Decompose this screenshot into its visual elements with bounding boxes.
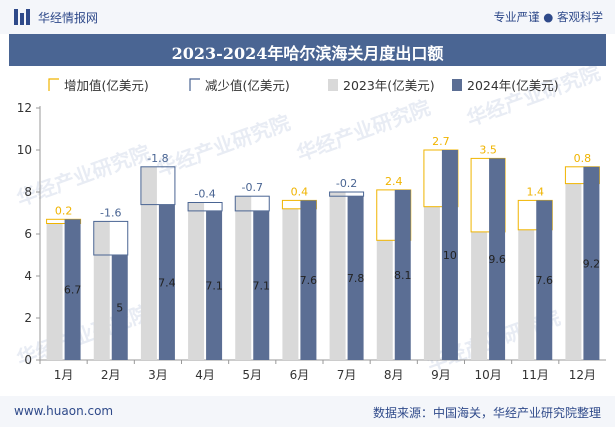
bar-value-label: 7.6 [300,274,318,287]
change-label: 2.4 [385,175,403,188]
decrease-bracket [93,220,129,256]
x-tick-label: 1月 [54,368,74,382]
bar-value-label: 9.6 [488,253,506,266]
bar-2023 [140,166,157,360]
bar-2024 [300,200,317,360]
y-tick-label: 4 [24,269,32,283]
legend-swatch [48,78,59,91]
bar-2024 [347,196,364,360]
bar-2024 [253,210,270,360]
bar-value-label: 5 [116,302,123,315]
watermark-text: 华经产业研究院 [294,95,434,165]
bar-2024 [583,166,600,360]
chart: 华经产业研究院华经产业研究院华经产业研究院华经产业研究院华经产业研究院华经产业研… [14,66,606,382]
bar-2024 [489,158,506,360]
legend-swatch [189,78,200,91]
x-tick-label: 7月 [337,368,357,382]
bar-2023 [329,192,346,360]
bar-2023 [188,202,205,360]
change-label: 2.7 [432,135,450,148]
footer: www.huaon.com 数据来源：中国海关，华经产业研究院整理 [0,396,615,427]
change-label: -0.7 [242,181,263,194]
legend-label: 减少值(亿美元) [205,78,290,93]
data-labels: 6.7 0.2 5 -1.6 7.4 -1.8 7.1 -0.4 7.1 -0.7 7.6 0.4 7.… [55,135,600,315]
x-tick-label: 9月 [431,368,451,382]
bar-value-label: 8.1 [394,269,412,282]
title-bar: 2023-2024年哈尔滨海关月度出口额 [9,34,606,66]
change-label: -0.4 [194,188,215,201]
y-tick-label: 0 [24,353,32,367]
decrease-bracket [187,202,223,212]
bar-2024 [536,200,553,360]
axes: 0 2 4 6 8 10 12 1月 2月 3月 4月 5月 6月 7月 8月 9月 10月 11月 12月 [17,101,606,382]
bar-2023 [93,221,110,360]
website-url[interactable]: www.huaon.com [14,404,114,418]
y-tick-label: 6 [24,227,32,241]
bar-2023 [423,206,440,360]
legend-label: 2024年(亿美元) [467,78,559,93]
bar-2023 [471,231,488,360]
change-label: 0.2 [55,204,73,217]
x-tick-label: 10月 [474,368,501,382]
brand-name: 华经情报网 [38,11,99,25]
bar-2023 [46,223,63,360]
bar-2023 [518,229,535,360]
bar-value-label: 7.1 [205,279,223,292]
watermark-text: 华经产业研究院 [14,140,154,210]
bar-2024 [441,150,458,360]
bar-value-label: 7.1 [253,279,271,292]
y-tick-label: 8 [24,185,32,199]
x-tick-label: 12月 [569,368,596,382]
decrease-bracket [140,166,176,206]
legend-label: 2023年(亿美元) [343,78,435,93]
chart-title: 2023-2024年哈尔滨海关月度出口额 [171,44,444,63]
bar-2023 [565,183,582,360]
bar-value-label: 7.4 [158,276,176,289]
bar-2023 [235,196,252,360]
bar-2024 [394,189,411,360]
x-tick-label: 8月 [384,368,404,382]
change-label: 0.8 [574,152,592,165]
legend: 增加值(亿美元) 减少值(亿美元) 2023年(亿美元) 2024年(亿美元) [48,78,559,93]
legend-label: 增加值(亿美元) [64,78,149,93]
legend-swatch [328,79,338,91]
change-label: 1.4 [527,185,545,198]
y-tick-label: 2 [24,311,32,325]
data-source: 数据来源：中国海关，华经产业研究院整理 [372,406,601,420]
change-label: -1.8 [147,152,168,165]
bar-value-label: 7.6 [536,274,554,287]
tagline: 专业严谨 ● 客观科学 [493,10,603,24]
x-tick-label: 2月 [101,368,121,382]
logo-icon [14,9,30,25]
x-tick-label: 4月 [195,368,215,382]
change-label: -1.6 [100,206,121,219]
x-tick-label: 6月 [290,368,310,382]
watermark-text: 华经产业研究院 [464,66,604,131]
y-tick-label: 10 [17,143,32,157]
x-tick-label: 5月 [242,368,262,382]
bar-2024 [64,219,81,360]
x-tick-label: 11月 [522,368,549,382]
bar-2023 [282,208,299,360]
legend-swatch [452,79,462,91]
change-label: -0.2 [336,177,357,190]
bar-value-label: 9.2 [583,257,601,270]
bar-2024 [158,204,175,360]
bar-2023 [376,240,393,360]
bar-2024 [206,210,223,360]
y-tick-label: 12 [17,101,32,115]
bars [46,149,600,360]
change-label: 0.4 [291,185,309,198]
decrease-bracket [329,191,365,197]
bar-2024 [111,255,128,360]
x-tick-label: 3月 [148,368,168,382]
bar-value-label: 10 [443,249,457,262]
bar-value-label: 7.8 [347,272,365,285]
decrease-bracket [234,195,270,212]
change-label: 3.5 [479,143,497,156]
bar-value-label: 6.7 [64,284,82,297]
top-bar: 华经情报网 专业严谨 ● 客观科学 [0,0,615,34]
